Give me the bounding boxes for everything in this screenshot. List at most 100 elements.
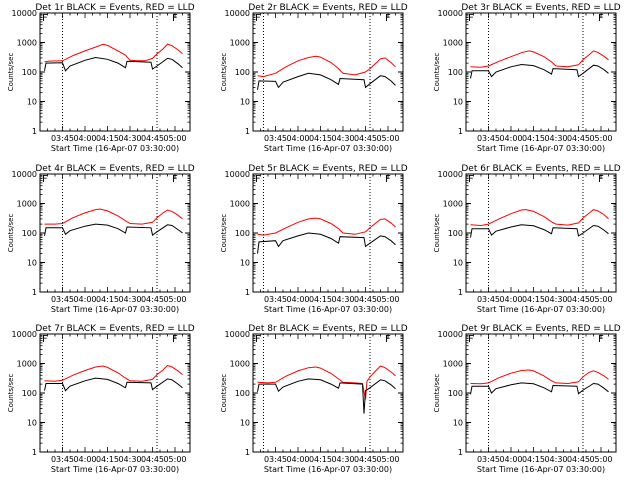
x-tick-label: 04:30: [544, 295, 567, 304]
y-tick-label: 10000: [438, 170, 463, 179]
y-tick-label: 10: [27, 419, 37, 428]
x-tick-label: 04:45: [567, 134, 590, 143]
y-tick-label: 10000: [438, 9, 463, 18]
y-tick-label: 1000: [230, 39, 250, 48]
legend-flag-right: F: [385, 174, 391, 185]
panel-title: Det 6r BLACK = Events, RED = LLD: [461, 164, 620, 174]
y-tick-label: 1000: [443, 360, 463, 369]
x-tick-label: 04:45: [354, 455, 377, 464]
x-axis-label: Start Time (16-Apr-07 03:30:00): [51, 305, 179, 314]
y-tick-label: 100: [235, 389, 250, 398]
x-tick-label: 04:30: [544, 455, 567, 464]
x-tick-label: 04:00: [286, 134, 309, 143]
y-tick-label: 100: [22, 389, 37, 398]
y-axis-label: Counts/sec: [433, 214, 441, 253]
detector-panel: Det 6r BLACK = Events, RED = LLD 1 10 100 10…: [433, 164, 621, 314]
lld-series-line: [470, 50, 609, 68]
x-tick-label: 05:00: [376, 455, 399, 464]
panel-title: Det 2r BLACK = Events, RED = LLD: [248, 3, 407, 13]
detector-panel: Det 7r BLACK = Events, RED = LLD 1 10 100 10…: [7, 324, 195, 474]
events-series-line: [257, 378, 396, 414]
plot-frame: [39, 333, 191, 453]
y-tick-label: 1: [245, 448, 250, 457]
detector-panel: Det 8r BLACK = Events, RED = LLD 1 10 100 10…: [220, 324, 408, 474]
panel-title: Det 1r BLACK = Events, RED = LLD: [35, 3, 194, 13]
legend-flag-left: F: [255, 334, 261, 345]
y-tick-label: 1: [245, 288, 250, 297]
legend-flag-left: F: [468, 334, 474, 345]
plot-frame: [252, 333, 404, 453]
x-tick-label: 04:00: [499, 295, 522, 304]
events-series-line: [44, 377, 183, 392]
x-tick-label: 04:45: [141, 134, 164, 143]
y-axis-label: Counts/sec: [433, 53, 441, 92]
x-tick-label: 03:45: [51, 295, 74, 304]
legend-flag-left: F: [42, 174, 48, 185]
detector-panel: Det 5r BLACK = Events, RED = LLD 1 10 100 10…: [220, 164, 408, 314]
x-tick-label: 03:45: [477, 134, 500, 143]
x-axis-label: Start Time (16-Apr-07 03:30:00): [477, 465, 605, 474]
plot-frame: [39, 173, 191, 293]
y-axis-label: Counts/sec: [7, 374, 15, 413]
lld-series-line: [470, 209, 609, 227]
y-axis-label: Counts/sec: [220, 214, 228, 253]
panel-title: Det 3r BLACK = Events, RED = LLD: [461, 3, 620, 13]
x-tick-label: 04:00: [73, 455, 96, 464]
x-tick-label: 04:30: [331, 295, 354, 304]
y-tick-label: 10: [453, 259, 463, 268]
y-tick-label: 1000: [17, 39, 37, 48]
y-tick-label: 10000: [225, 330, 250, 339]
y-tick-label: 1: [458, 448, 463, 457]
y-tick-label: 100: [448, 229, 463, 238]
x-tick-label: 04:00: [499, 455, 522, 464]
x-tick-label: 03:45: [51, 134, 74, 143]
lld-series-line: [257, 55, 396, 78]
x-tick-label: 04:15: [309, 455, 332, 464]
y-tick-label: 1000: [443, 39, 463, 48]
y-tick-label: 10: [240, 98, 250, 107]
events-series-line: [470, 63, 609, 79]
events-series-line: [257, 232, 396, 254]
plot-frame: [465, 173, 617, 293]
x-tick-label: 03:45: [477, 455, 500, 464]
y-tick-label: 10: [240, 259, 250, 268]
y-tick-label: 10: [453, 419, 463, 428]
x-tick-label: 04:15: [522, 295, 545, 304]
x-tick-label: 05:00: [376, 295, 399, 304]
x-tick-label: 04:15: [522, 134, 545, 143]
plot-frame: [252, 12, 404, 132]
lld-series-line: [44, 208, 183, 225]
legend-flag-left: F: [42, 334, 48, 345]
y-tick-label: 10000: [12, 330, 37, 339]
x-tick-label: 05:00: [589, 134, 612, 143]
y-tick-label: 1000: [230, 200, 250, 209]
y-tick-label: 100: [448, 68, 463, 77]
y-tick-label: 10000: [12, 170, 37, 179]
legend-flag-right: F: [598, 13, 604, 24]
x-tick-label: 03:45: [477, 295, 500, 304]
x-tick-label: 05:00: [589, 455, 612, 464]
y-axis-label: Counts/sec: [7, 214, 15, 253]
legend-flag-right: F: [172, 334, 178, 345]
y-tick-label: 10: [27, 259, 37, 268]
x-tick-label: 05:00: [163, 134, 186, 143]
x-tick-label: 04:45: [141, 295, 164, 304]
x-axis-label: Start Time (16-Apr-07 03:30:00): [264, 465, 392, 474]
y-tick-label: 10000: [225, 170, 250, 179]
x-axis-label: Start Time (16-Apr-07 03:30:00): [477, 305, 605, 314]
y-axis-label: Counts/sec: [7, 53, 15, 92]
y-tick-label: 10000: [438, 330, 463, 339]
y-axis-label: Counts/sec: [220, 53, 228, 92]
y-tick-label: 1: [32, 448, 37, 457]
y-tick-label: 10: [453, 98, 463, 107]
x-tick-label: 04:15: [96, 295, 119, 304]
plot-frame: [39, 12, 191, 132]
x-tick-label: 03:45: [264, 455, 287, 464]
x-axis-label: Start Time (16-Apr-07 03:30:00): [264, 144, 392, 153]
x-tick-label: 04:00: [286, 295, 309, 304]
x-tick-label: 04:15: [309, 295, 332, 304]
x-tick-label: 04:45: [567, 295, 590, 304]
x-tick-label: 05:00: [163, 295, 186, 304]
plot-frame: [465, 333, 617, 453]
y-tick-label: 10000: [225, 9, 250, 18]
